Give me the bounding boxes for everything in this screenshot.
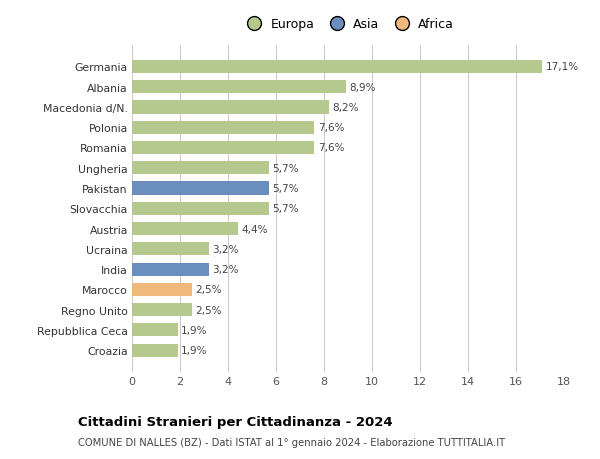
Bar (132, 61, 542, 74)
Text: 2,5%: 2,5% (196, 285, 222, 295)
Text: 4,4%: 4,4% (241, 224, 268, 234)
Bar (132, 243, 209, 256)
Text: 3,2%: 3,2% (212, 264, 239, 274)
Text: 7,6%: 7,6% (318, 123, 344, 133)
Text: 5,7%: 5,7% (272, 163, 299, 174)
Text: 8,9%: 8,9% (349, 83, 376, 93)
Text: Cittadini Stranieri per Cittadinanza - 2024: Cittadini Stranieri per Cittadinanza - 2… (78, 415, 392, 428)
Text: 17,1%: 17,1% (546, 62, 579, 72)
Bar (132, 182, 269, 195)
Bar (132, 202, 269, 215)
Bar (132, 81, 346, 94)
Bar (132, 283, 192, 297)
Text: 8,2%: 8,2% (332, 103, 359, 113)
Bar (132, 223, 238, 235)
Text: COMUNE DI NALLES (BZ) - Dati ISTAT al 1° gennaio 2024 - Elaborazione TUTTITALIA.: COMUNE DI NALLES (BZ) - Dati ISTAT al 1°… (78, 437, 505, 447)
Legend: Europa, Asia, Africa: Europa, Asia, Africa (237, 13, 459, 36)
Bar (132, 324, 178, 337)
Text: 5,7%: 5,7% (272, 184, 299, 194)
Bar (132, 344, 178, 357)
Bar (132, 303, 192, 317)
Bar (132, 121, 314, 134)
Bar (132, 142, 314, 155)
Text: 3,2%: 3,2% (212, 244, 239, 254)
Bar (132, 101, 329, 114)
Text: 1,9%: 1,9% (181, 346, 208, 355)
Bar (132, 263, 209, 276)
Text: 5,7%: 5,7% (272, 204, 299, 214)
Bar (132, 162, 269, 175)
Text: 2,5%: 2,5% (196, 305, 222, 315)
Text: 1,9%: 1,9% (181, 325, 208, 335)
Text: 7,6%: 7,6% (318, 143, 344, 153)
